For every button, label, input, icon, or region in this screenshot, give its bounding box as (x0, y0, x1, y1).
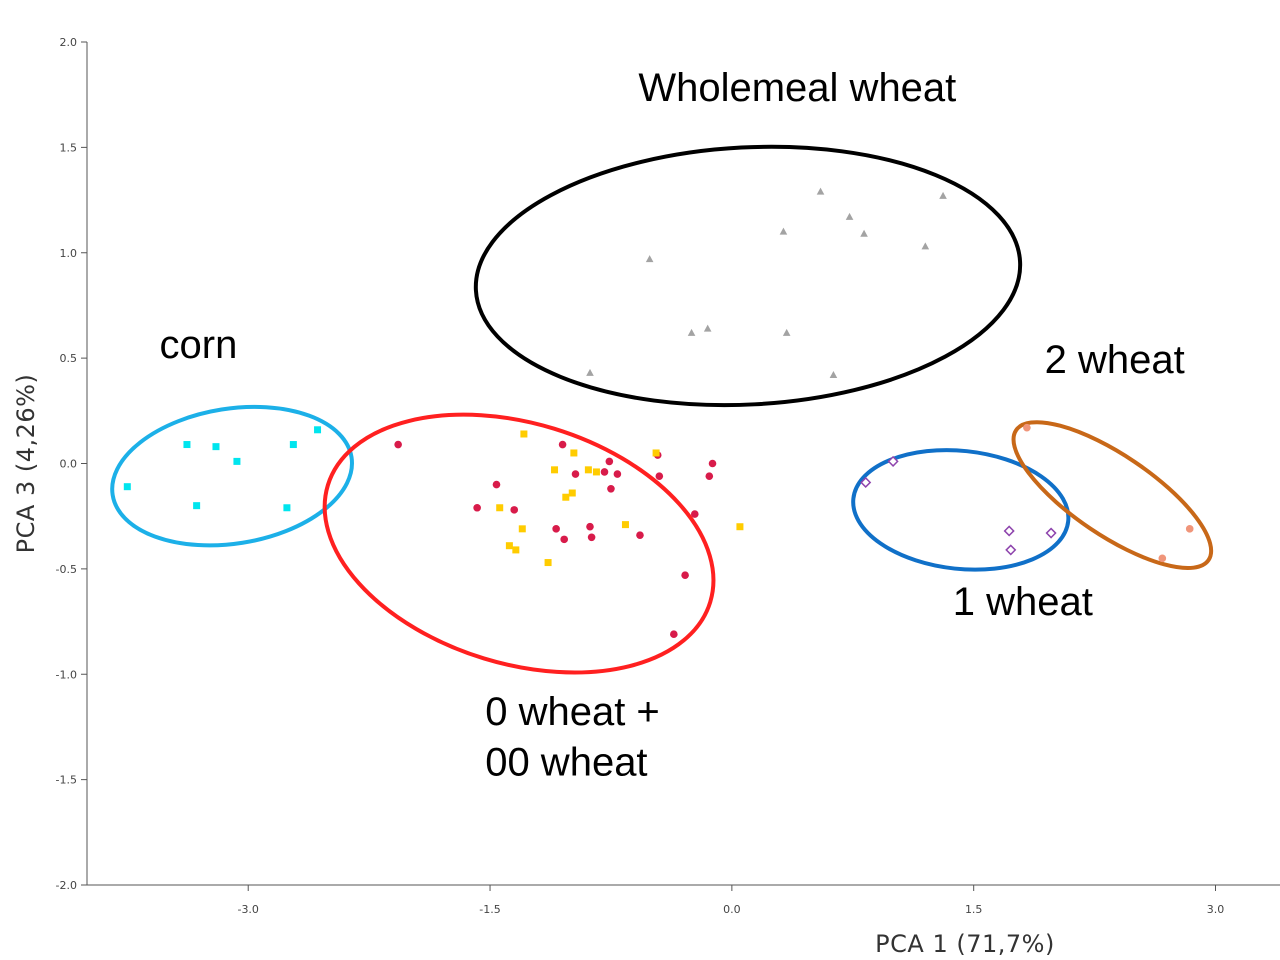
data-point (939, 191, 947, 199)
y-tick-label: 0.5 (60, 352, 78, 365)
data-point (587, 533, 596, 542)
group-labels: Wholemeal wheat corn 2 wheat 1 wheat 0 wheat… (160, 66, 1185, 784)
data-point (568, 489, 576, 497)
data-point (1003, 525, 1015, 537)
group-label: 0 wheat + (485, 690, 660, 734)
y-axis-ticks: 2.0 1.5 1.0 0.5 0.0 -0.5 -1.0 -1.5 -2.0 (56, 36, 87, 892)
data-point (779, 227, 788, 235)
data-point (736, 523, 744, 531)
data-point (592, 468, 600, 476)
data-point (681, 571, 689, 579)
data-point (613, 470, 622, 478)
data-point (289, 441, 297, 449)
cluster-ellipse (110, 404, 354, 548)
y-tick-label: -1.0 (56, 668, 77, 681)
cluster-ellipse (473, 144, 1023, 408)
group-label: 1 wheat (953, 580, 1093, 624)
data-point (816, 187, 825, 195)
data-point (394, 440, 402, 449)
y-tick-label: 1.0 (60, 247, 78, 260)
data-point (552, 525, 560, 533)
y-tick-label: -1.5 (56, 774, 77, 787)
data-point (314, 426, 322, 434)
data-point (600, 468, 609, 476)
x-tick-label: 1.5 (965, 903, 983, 916)
data-point (512, 546, 520, 554)
data-point (520, 430, 528, 438)
data-point (571, 470, 580, 478)
data-point (782, 328, 791, 336)
data-point (621, 521, 629, 529)
data-point (687, 328, 696, 336)
data-point (193, 502, 201, 510)
data-point (544, 559, 552, 567)
data-point (703, 324, 712, 332)
data-point (473, 503, 481, 512)
cluster-ellipse (851, 448, 1071, 572)
data-point (586, 522, 594, 531)
data-point (1005, 544, 1017, 556)
data-point (505, 542, 513, 550)
data-point (233, 457, 241, 465)
data-point (860, 229, 868, 237)
data-point (845, 212, 854, 220)
y-tick-label: -2.0 (56, 879, 77, 892)
data-point (510, 506, 519, 514)
y-tick-label: 0.0 (60, 458, 78, 471)
data-point (1045, 527, 1057, 539)
data-point (860, 476, 872, 489)
group-label: corn (160, 323, 238, 367)
axes (86, 42, 1280, 886)
data-point (1023, 423, 1031, 432)
x-tick-label: -1.5 (479, 903, 500, 916)
data-point (586, 368, 594, 376)
group-label: Wholemeal wheat (638, 66, 956, 110)
data-point (570, 449, 578, 457)
x-tick-label: 0.0 (723, 903, 741, 916)
data-points (123, 187, 1194, 639)
data-point (283, 504, 291, 512)
data-point (655, 472, 664, 480)
data-point (496, 504, 504, 512)
data-point (123, 483, 131, 491)
data-point (560, 535, 568, 544)
y-tick-label: 1.5 (60, 141, 78, 154)
data-point (212, 443, 220, 451)
x-tick-label: -3.0 (237, 903, 258, 916)
data-point (518, 525, 526, 533)
data-point (1185, 525, 1194, 533)
x-axis-ticks: -3.0 -1.5 0.0 1.5 3.0 (237, 885, 1224, 916)
data-point (708, 459, 717, 468)
y-tick-label: -0.5 (56, 563, 77, 576)
data-point (1158, 554, 1167, 563)
data-point (558, 440, 567, 449)
data-point (636, 531, 644, 539)
data-point (551, 466, 559, 474)
data-point (607, 484, 615, 493)
cluster-ellipse (1011, 420, 1214, 571)
data-point (829, 370, 838, 378)
data-point (584, 466, 592, 474)
x-tick-label: 3.0 (1207, 903, 1225, 916)
data-point (492, 480, 501, 489)
data-point (670, 630, 678, 639)
y-tick-label: 2.0 (60, 36, 78, 49)
data-point (705, 472, 714, 480)
data-point (562, 493, 570, 501)
data-point (605, 457, 614, 466)
data-point (921, 242, 930, 250)
group-label: 00 wheat (485, 740, 647, 784)
cluster-ellipses (110, 144, 1214, 675)
cluster-ellipse (322, 412, 716, 675)
data-point (652, 449, 660, 457)
x-axis-title: PCA 1 (71,7%) (875, 930, 1055, 958)
data-point (183, 441, 191, 449)
data-point (887, 455, 899, 467)
group-label: 2 wheat (1045, 338, 1185, 382)
data-point (645, 255, 654, 263)
data-point (690, 510, 699, 518)
y-axis-title: PCA 3 (4,26%) (12, 374, 40, 554)
